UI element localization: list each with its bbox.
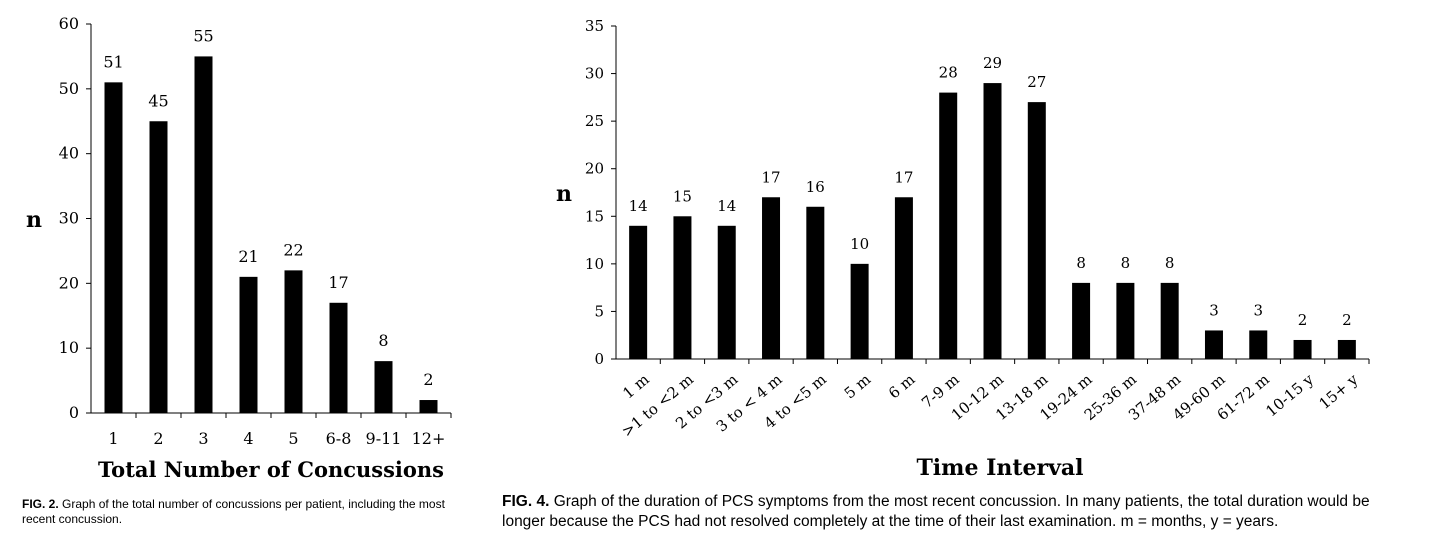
y-axis-title: n	[556, 181, 572, 207]
x-tick-label: 2	[153, 429, 163, 448]
x-tick-label: 3	[198, 429, 208, 448]
y-tick-label: 0	[594, 350, 604, 368]
data-label: 2	[1342, 311, 1352, 329]
x-tick-label: 5	[288, 429, 298, 448]
bar	[673, 216, 692, 359]
x-tick-label: 9-11	[366, 429, 402, 448]
data-label: 14	[629, 197, 648, 215]
x-tick-label: 5 m	[841, 370, 874, 402]
x-tick-label: 10-15 y	[1262, 370, 1317, 420]
y-tick-label: 35	[585, 17, 604, 35]
y-tick-label: 40	[59, 144, 79, 163]
bar	[850, 263, 869, 359]
bar	[717, 225, 736, 359]
figure-2-caption: FIG. 2. Graph of the total number of con…	[22, 497, 462, 527]
bar	[1072, 282, 1091, 359]
figure-4-caption-text: Graph of the duration of PCS symptoms fr…	[502, 493, 1370, 530]
y-tick-label: 10	[59, 338, 79, 357]
data-label: 45	[148, 91, 168, 110]
bar	[629, 225, 648, 359]
data-label: 8	[1121, 254, 1131, 272]
y-tick-label: 30	[585, 65, 604, 83]
bar	[1249, 330, 1268, 359]
y-tick-label: 20	[59, 273, 79, 292]
bar	[374, 361, 393, 413]
bar	[983, 83, 1002, 359]
data-label: 17	[894, 168, 913, 186]
figure-4-caption-label: FIG. 4.	[502, 493, 550, 510]
y-tick-label: 15	[585, 207, 604, 225]
bar	[1160, 282, 1179, 359]
bar	[419, 400, 438, 413]
data-label: 2	[1298, 311, 1308, 329]
data-label: 27	[1027, 73, 1046, 91]
bar	[1293, 339, 1312, 359]
y-tick-label: 60	[59, 14, 79, 33]
y-tick-label: 50	[59, 79, 79, 98]
bar	[194, 56, 213, 414]
bar	[149, 121, 168, 413]
y-tick-label: 30	[59, 209, 79, 228]
x-tick-label: 12+	[412, 429, 446, 448]
data-label: 17	[328, 273, 348, 292]
x-axis-title: Time Interval	[916, 455, 1083, 481]
figure-2-caption-text: Graph of the total number of concussions…	[22, 497, 445, 526]
data-label: 8	[1076, 254, 1086, 272]
bar	[1116, 282, 1135, 359]
bar	[1027, 102, 1046, 359]
figure-4-caption: FIG. 4. Graph of the duration of PCS sym…	[502, 492, 1414, 532]
bar	[806, 206, 825, 359]
bar	[239, 276, 258, 413]
data-label: 3	[1253, 301, 1263, 319]
bar	[284, 270, 303, 413]
figure-2-caption-label: FIG. 2.	[22, 497, 59, 511]
y-tick-label: 20	[585, 160, 604, 178]
concussions-bar-chart: 0 10 20 30 40 50 60 51 1 45 2 55 3 21 4 22 5 17 6-8 8 9-11 2 1…	[26, 14, 452, 482]
x-tick-label: 15+ y	[1315, 370, 1361, 413]
data-label: 17	[761, 168, 780, 186]
y-tick-label: 0	[69, 403, 79, 422]
x-tick-label: 1 m	[619, 370, 652, 402]
bar	[939, 92, 958, 359]
data-label: 15	[673, 187, 692, 205]
data-label: 14	[717, 197, 736, 215]
x-tick-label: 6-8	[326, 429, 352, 448]
bar	[329, 302, 348, 413]
x-tick-label: 6 m	[885, 370, 918, 402]
data-label: 8	[378, 331, 388, 350]
x-tick-label: 1	[108, 429, 118, 448]
bar	[1337, 339, 1356, 359]
bar	[1204, 330, 1223, 359]
bar	[104, 82, 123, 413]
x-tick-label: 4	[243, 429, 253, 448]
data-label: 51	[103, 52, 123, 71]
data-label: 16	[806, 178, 825, 196]
data-label: 21	[238, 247, 258, 266]
data-label: 3	[1209, 301, 1219, 319]
bar	[894, 197, 913, 359]
bar	[762, 197, 781, 359]
data-label: 55	[193, 26, 213, 45]
data-label: 22	[283, 240, 303, 259]
y-tick-label: 25	[585, 112, 604, 130]
data-label: 10	[850, 235, 869, 253]
data-label: 28	[939, 64, 958, 82]
y-tick-label: 5	[594, 302, 604, 320]
y-tick-label: 10	[585, 255, 604, 273]
y-axis-title: n	[26, 207, 42, 233]
data-label: 2	[423, 370, 433, 389]
data-label: 8	[1165, 254, 1175, 272]
data-label: 29	[983, 54, 1002, 72]
x-axis-title: Total Number of Concussions	[98, 457, 444, 482]
